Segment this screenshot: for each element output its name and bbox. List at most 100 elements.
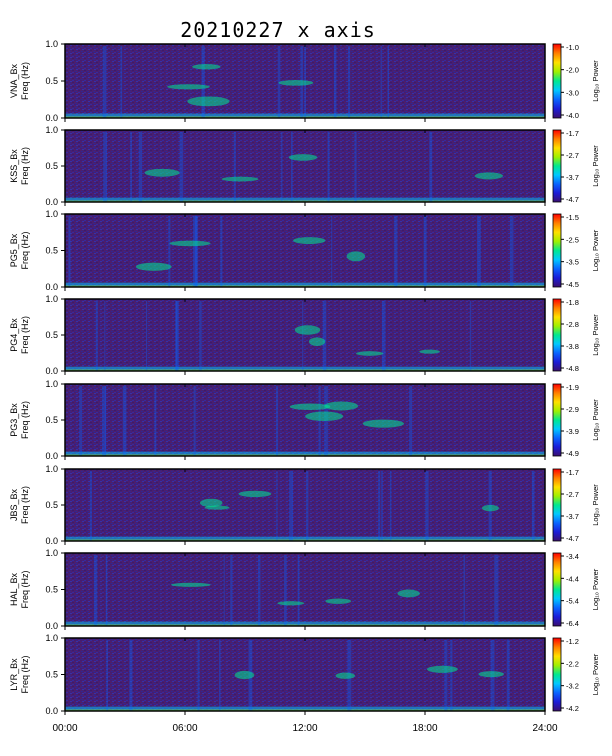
x-tick-label: 00:00: [52, 723, 77, 734]
broadband-streak: [378, 471, 381, 541]
colorbar-label: Log₁₀ Power: [591, 60, 600, 102]
low-frequency-band: [65, 366, 545, 371]
emission-feature: [308, 337, 326, 346]
low-frequency-band: [65, 706, 545, 711]
broadband-streak: [281, 132, 283, 202]
y-axis-label: VNA_Bx: [9, 63, 19, 98]
spectrogram-noise: [65, 130, 545, 202]
emission-feature: [221, 176, 259, 182]
broadband-streak: [168, 216, 171, 287]
broadband-streak: [201, 46, 205, 118]
y-tick-label: 0.0: [45, 282, 58, 292]
emission-feature: [169, 240, 211, 247]
spectrogram-noise: [65, 299, 545, 371]
colorbar-tick-label: -4.9: [566, 449, 579, 458]
y-tick-label: 0.0: [45, 621, 58, 631]
y-tick-label: 1.0: [45, 125, 58, 135]
colorbar-tick-label: -4.0: [566, 111, 579, 120]
broadband-streak: [102, 386, 106, 456]
y-tick-label: 0.5: [45, 585, 58, 595]
broadband-streak: [318, 386, 321, 456]
colorbar-tick-label: -3.7: [566, 173, 579, 182]
colorbar: [552, 43, 562, 119]
emission-feature: [277, 601, 305, 606]
colorbar-label: Log₁₀ Power: [591, 484, 600, 526]
spectrogram-noise: [65, 384, 545, 456]
colorbar-label: Log₁₀ Power: [591, 314, 600, 356]
y-axis-label: Freq (Hz): [20, 231, 30, 269]
broadband-streak: [494, 555, 497, 626]
y-axis-label: Freq (Hz): [20, 570, 30, 608]
colorbar-tick-label: -4.7: [566, 534, 579, 543]
broadband-streak: [154, 386, 157, 456]
colorbar-tick-label: -3.2: [566, 682, 579, 691]
colorbar-tick-label: -3.0: [566, 88, 579, 97]
broadband-streak: [469, 301, 472, 371]
broadband-streak: [219, 640, 221, 711]
colorbar-tick-label: -1.8: [566, 298, 579, 307]
colorbar-tick-label: -6.4: [566, 619, 579, 628]
y-axis-label: HAL_Bx: [9, 572, 19, 606]
broadband-streak: [199, 301, 202, 371]
emission-feature: [234, 670, 255, 680]
y-tick-label: 0.0: [45, 451, 58, 461]
emission-feature: [324, 401, 359, 411]
broadband-streak: [506, 640, 510, 711]
colorbar: [552, 213, 562, 288]
colorbar: [552, 383, 562, 457]
broadband-streak: [138, 132, 143, 202]
broadband-streak: [289, 471, 294, 541]
colorbar-tick-label: -1.7: [566, 129, 579, 138]
broadband-streak: [290, 132, 293, 202]
broadband-streak: [347, 46, 351, 118]
broadband-streak: [103, 132, 108, 202]
emission-feature: [170, 582, 211, 587]
y-axis-label: PG5_Bx: [9, 233, 19, 267]
broadband-streak: [175, 301, 178, 371]
broadband-streak: [193, 216, 197, 287]
emission-feature: [135, 262, 172, 271]
broadband-streak: [89, 471, 92, 541]
broadband-streak: [387, 46, 390, 118]
y-axis-label: LYR_Bx: [9, 658, 19, 691]
y-tick-label: 0.0: [45, 706, 58, 716]
spectrogram-noise: [65, 553, 545, 626]
colorbar-tick-label: -4.8: [566, 364, 579, 373]
colorbar-tick-label: -1.9: [566, 383, 579, 392]
y-tick-label: 1.0: [45, 379, 58, 389]
broadband-streak: [429, 132, 433, 202]
colorbar-tick-label: -1.7: [566, 468, 579, 477]
broadband-streak: [120, 46, 123, 118]
y-tick-label: 0.5: [45, 161, 58, 171]
emission-feature: [335, 672, 356, 679]
y-tick-label: 0.0: [45, 366, 58, 376]
low-frequency-band: [65, 536, 545, 541]
y-axis-label: Freq (Hz): [20, 655, 30, 693]
broadband-streak: [175, 301, 179, 371]
broadband-streak: [277, 46, 281, 118]
broadband-streak: [106, 640, 108, 711]
figure-title: 20210227 x axis: [180, 18, 376, 42]
colorbar-tick-label: -2.2: [566, 659, 579, 668]
y-tick-label: 0.0: [45, 197, 58, 207]
broadband-streak: [450, 640, 453, 711]
x-tick-label: 12:00: [292, 723, 317, 734]
emission-feature: [293, 237, 326, 244]
colorbar-label: Log₁₀ Power: [591, 568, 600, 610]
broadband-streak: [130, 132, 132, 202]
low-frequency-band: [65, 621, 545, 626]
broadband-streak: [497, 555, 499, 626]
broadband-streak: [122, 386, 127, 456]
broadband-streak: [193, 386, 196, 456]
y-tick-label: 0.5: [45, 415, 58, 425]
broadband-streak: [230, 555, 233, 626]
colorbar-label: Log₁₀ Power: [591, 229, 600, 271]
colorbar-tick-label: -3.7: [566, 512, 579, 521]
colorbar-tick-label: -1.0: [566, 43, 579, 52]
broadband-streak: [509, 216, 514, 287]
broadband-streak: [354, 132, 357, 202]
broadband-streak: [477, 216, 481, 287]
broadband-streak: [394, 216, 398, 287]
broadband-streak: [283, 555, 287, 626]
broadband-streak: [381, 471, 383, 541]
